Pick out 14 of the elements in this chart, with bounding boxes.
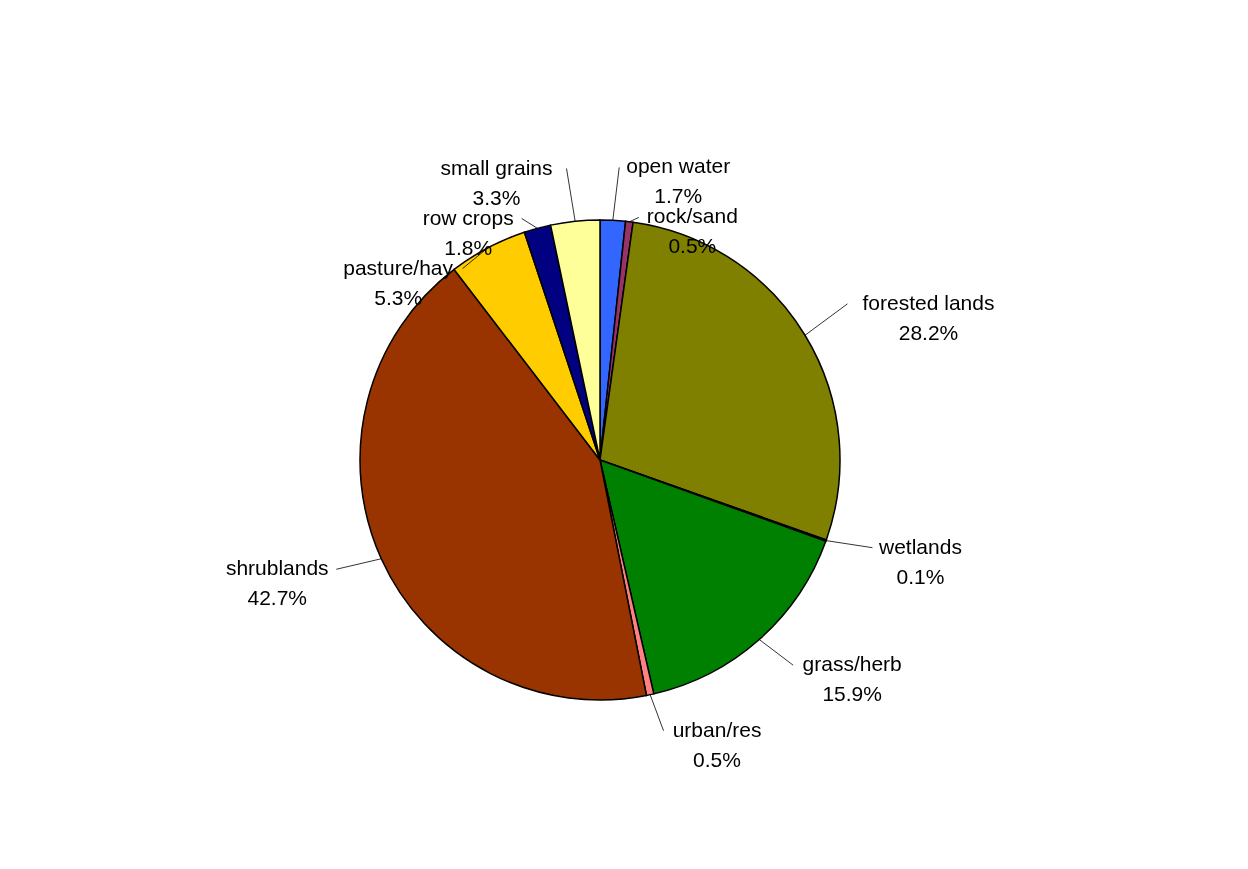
- slice-label: forested lands: [862, 290, 995, 314]
- data-label: 0.5%: [668, 234, 717, 258]
- data-label: 0.1%: [896, 564, 945, 588]
- slice-label: urban/res: [672, 717, 762, 741]
- data-label: 15.9%: [822, 682, 882, 706]
- slice-label: small grains: [440, 155, 553, 179]
- slice-label: grass/herb: [802, 652, 902, 676]
- slice-label: open water: [626, 154, 731, 178]
- data-label: 28.2%: [898, 320, 959, 344]
- data-label: 0.5%: [693, 747, 741, 771]
- slice-label: shrublands: [225, 556, 329, 580]
- data-label: 5.3%: [374, 285, 423, 309]
- data-label: 42.7%: [247, 586, 308, 610]
- slice-label: wetlands: [878, 534, 962, 558]
